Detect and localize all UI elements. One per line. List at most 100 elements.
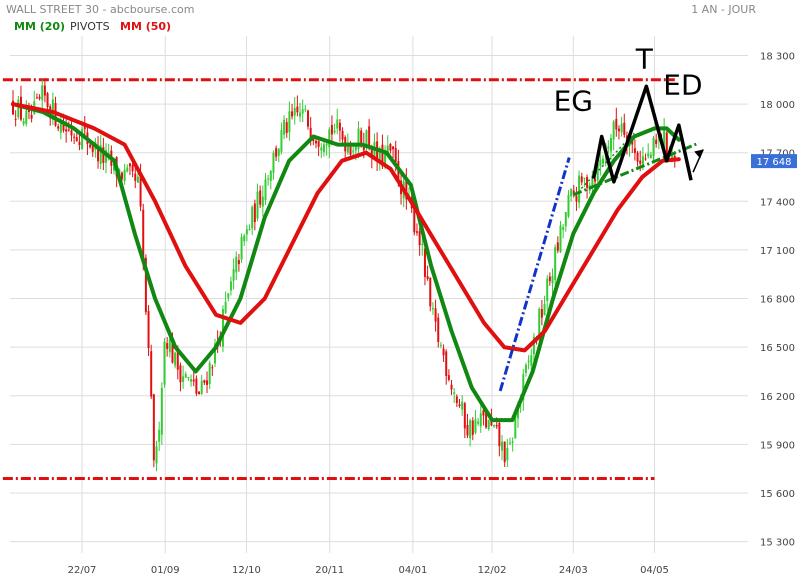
candle-body: [275, 148, 278, 157]
candle-body: [644, 158, 647, 160]
candle-body: [320, 147, 323, 151]
candle-body: [73, 136, 76, 138]
candle-body: [235, 256, 238, 273]
legend-mm50[interactable]: MM (50): [120, 20, 172, 33]
candle-body: [594, 178, 597, 182]
candle-body: [612, 121, 615, 140]
candle-body: [543, 303, 546, 316]
candle-body: [450, 384, 453, 390]
candle-body: [471, 420, 474, 435]
candle-body: [360, 130, 363, 146]
candle-body: [392, 146, 395, 150]
grid-lines: [10, 36, 748, 553]
candle-body: [232, 269, 235, 281]
candle-body: [447, 375, 450, 380]
last-price-label: 17 648: [757, 157, 792, 168]
candle-body: [330, 125, 333, 135]
candle-body: [564, 212, 567, 227]
candle-body: [556, 242, 559, 251]
candle-body: [532, 336, 535, 355]
candle-body: [381, 144, 384, 167]
candle-body: [445, 351, 448, 376]
candle-body: [128, 163, 131, 167]
legend-mm20[interactable]: MM (20): [14, 20, 66, 33]
candle-body: [498, 422, 501, 447]
candle-body: [527, 360, 530, 363]
candle-body: [493, 425, 496, 427]
candle-body: [649, 154, 652, 159]
candle-body: [30, 114, 33, 119]
candle-body: [309, 127, 312, 139]
candle-body: [477, 421, 480, 424]
candle-body: [206, 380, 209, 385]
candle-body: [139, 173, 142, 207]
candle-body: [506, 447, 509, 461]
candle-body: [240, 236, 243, 260]
pattern-label: EG: [554, 85, 593, 118]
candle-body: [293, 107, 296, 116]
pattern-label: T: [635, 42, 654, 75]
candle-body: [144, 257, 147, 313]
candle-body: [25, 110, 28, 124]
x-axis: 22/07 01/09 12/10 20/11 04/01 12/02 24/03 04/05: [68, 565, 669, 576]
y-tick-label: 16 200: [760, 392, 795, 403]
candle-body: [182, 376, 185, 382]
candle-body: [663, 128, 666, 149]
candle-body: [620, 123, 623, 133]
candle-body: [59, 121, 62, 133]
arrow-head: [694, 149, 704, 159]
candle-body: [166, 343, 169, 349]
candle-body: [65, 129, 68, 132]
candle-body: [548, 276, 551, 282]
candle-body: [602, 158, 605, 164]
y-tick-label: 17 100: [760, 246, 795, 257]
x-tick-label: 04/01: [398, 565, 427, 576]
candle-body: [213, 343, 216, 364]
candle-body: [229, 281, 232, 291]
candle-body: [107, 152, 110, 154]
y-tick-label: 17 400: [760, 197, 795, 208]
candle-body: [482, 410, 485, 416]
trendline: [572, 141, 700, 197]
candle-body: [78, 141, 81, 146]
candle-body: [70, 130, 73, 136]
chart-title: WALL STREET 30 - abcbourse.com: [6, 3, 195, 16]
candle-body: [269, 170, 272, 181]
legend-pivots[interactable]: PIVOTS: [70, 20, 110, 33]
candle-body: [174, 352, 177, 366]
x-tick-label: 04/05: [640, 565, 669, 576]
candle-body: [479, 413, 482, 427]
candle-body: [431, 308, 434, 310]
series-line: [11, 102, 681, 423]
candlesticks: [12, 79, 676, 472]
candle-body: [524, 364, 527, 373]
candle-body: [397, 160, 400, 183]
candle-body: [538, 308, 541, 339]
candle-body: [267, 178, 270, 180]
candle-body: [245, 229, 248, 235]
x-tick-label: 12/02: [478, 565, 507, 576]
candle-body: [508, 442, 511, 444]
candle-body: [522, 374, 525, 401]
moving-averages: [11, 102, 681, 423]
candle-body: [261, 196, 264, 207]
y-tick-label: 18 300: [760, 51, 795, 62]
candle-body: [259, 190, 262, 205]
candle-body: [131, 164, 134, 172]
candle-body: [62, 123, 65, 131]
candle-body: [501, 441, 504, 451]
candle-body: [665, 132, 668, 155]
candle-body: [89, 144, 92, 148]
x-tick-label: 24/03: [559, 565, 588, 576]
candle-body: [346, 144, 349, 153]
candle-body: [466, 424, 469, 436]
candle-body: [429, 277, 432, 307]
candle-body: [405, 179, 408, 200]
candle-body: [570, 189, 573, 197]
y-tick-label: 16 500: [760, 343, 795, 354]
candle-body: [142, 209, 145, 261]
candle-body: [655, 139, 658, 144]
candle-body: [572, 190, 575, 195]
period-label[interactable]: 1 AN - JOUR: [691, 3, 756, 16]
